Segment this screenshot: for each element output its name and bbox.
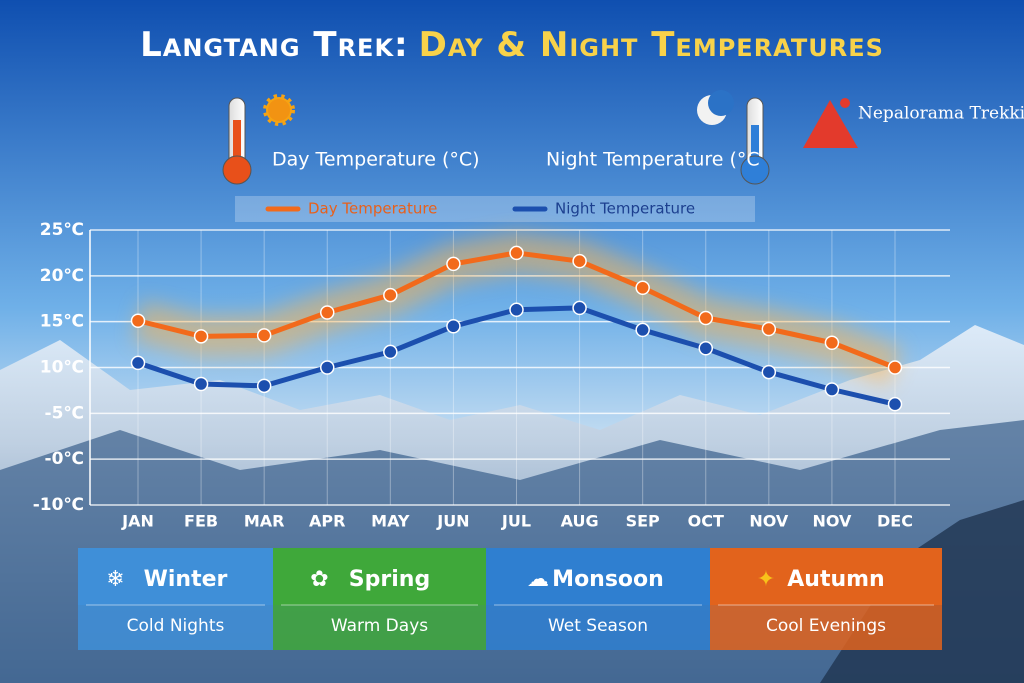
season-note: Cold Nights [127, 616, 225, 636]
x-tick-label: APR [309, 512, 345, 531]
x-tick-label: JUL [501, 512, 531, 531]
title-lead: Langtang Trek: [140, 25, 409, 65]
x-tick-label: DEC [877, 512, 913, 531]
x-tick-label: NOV [812, 512, 852, 531]
day-icon [222, 94, 295, 185]
season-top [486, 548, 710, 605]
season-bottom [273, 605, 486, 650]
point [887, 396, 903, 412]
season-icon: ✦ [757, 567, 775, 592]
point [320, 360, 335, 375]
x-tick-label: MAR [244, 512, 285, 531]
point [761, 364, 777, 380]
point [193, 376, 209, 392]
point [446, 319, 461, 334]
season-bottom [486, 605, 710, 650]
point [698, 310, 713, 326]
point [887, 360, 903, 375]
point [698, 341, 713, 356]
chart-title: Langtang Trek: Day & Night Temperatures [140, 25, 884, 65]
point [193, 329, 209, 344]
point [256, 328, 272, 343]
y-tick-label: -0℃ [45, 449, 84, 469]
season-icon: ☁ [527, 567, 549, 592]
point [824, 382, 840, 397]
y-tick-label: -5℃ [45, 403, 84, 423]
brand: Nepalorama Trekking [858, 104, 1024, 124]
x-tick-label: FEB [184, 512, 218, 531]
night-icon [697, 90, 770, 185]
night-header: Night Temperature (°C [546, 149, 760, 171]
season-note: Wet Season [548, 616, 648, 636]
season-name: Monsoon [552, 567, 664, 592]
season-card: ☁ Monsoon Wet Season [486, 548, 710, 650]
point [130, 313, 146, 328]
season-name: Autumn [787, 567, 884, 592]
season-bottom [78, 605, 273, 650]
season-icon: ✿ [310, 567, 328, 592]
season-icon: ❄ [106, 567, 124, 592]
point [256, 378, 272, 394]
point [572, 253, 587, 269]
point [383, 287, 398, 303]
y-tick-label: 15℃ [40, 312, 84, 332]
x-tick-label: NOV [749, 512, 789, 531]
brand-logo [803, 98, 858, 148]
point [824, 335, 840, 350]
point [761, 321, 777, 337]
season-top [710, 548, 942, 605]
season-card: ✿ Spring Warm Days [273, 548, 486, 650]
point [572, 300, 587, 316]
season-note: Cool Evenings [766, 616, 886, 636]
point [320, 305, 335, 320]
day-header: Day Temperature (°C) [272, 149, 480, 171]
x-tick-label: AUG [561, 512, 599, 531]
x-tick-label: JUN [436, 512, 469, 531]
season-top [78, 548, 273, 605]
season-bottom [710, 605, 942, 650]
season-note: Warm Days [331, 616, 428, 636]
point [383, 344, 398, 360]
point [446, 256, 461, 272]
point [635, 322, 650, 338]
y-tick-label: 20℃ [40, 266, 84, 286]
legend-label: Night Temperature [555, 200, 695, 218]
x-tick-label: OCT [688, 512, 724, 531]
season-card: ❄ Winter Cold Nights [78, 548, 273, 650]
x-tick-label: MAY [371, 512, 410, 531]
point [509, 302, 524, 317]
x-tick-label: SEP [626, 512, 660, 531]
season-card: ✦ Autumn Cool Evenings [710, 548, 942, 650]
season-top [273, 548, 486, 605]
season-name: Winter [144, 567, 228, 592]
legend-box [235, 196, 755, 222]
point [130, 355, 146, 371]
point [509, 245, 524, 261]
y-tick-label: 10℃ [40, 358, 84, 378]
legend-label: Day Temperature [308, 200, 437, 218]
point [635, 280, 650, 295]
y-tick-label: -10℃ [33, 495, 84, 515]
x-tick-label: JAN [121, 512, 154, 531]
season-name: Spring [349, 567, 430, 592]
title-rest: Day & Night Temperatures [419, 25, 884, 65]
y-tick-label: 25℃ [40, 220, 84, 240]
